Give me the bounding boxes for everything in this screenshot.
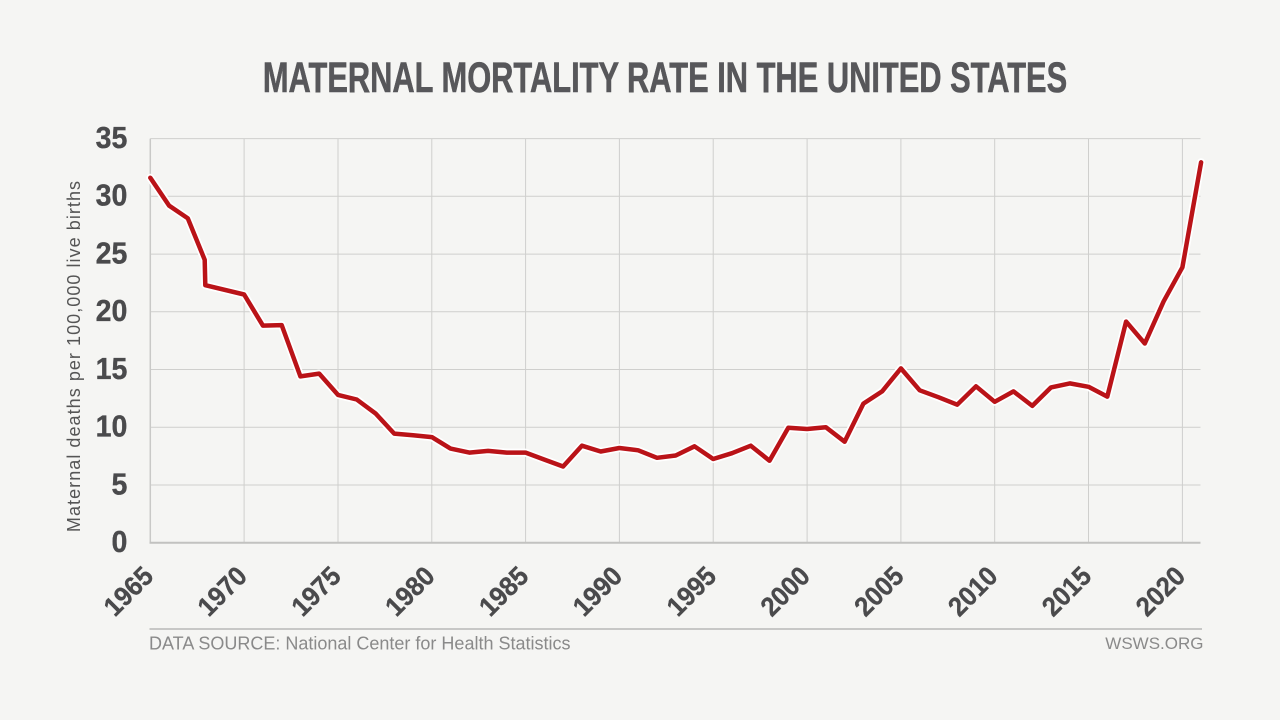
svg-text:WSWS.ORG: WSWS.ORG	[1105, 634, 1203, 653]
svg-text:20: 20	[96, 294, 128, 328]
svg-text:0: 0	[111, 525, 127, 559]
svg-text:15: 15	[96, 352, 128, 386]
svg-text:35: 35	[96, 121, 128, 155]
svg-text:30: 30	[96, 179, 128, 213]
svg-text:Maternal deaths per 100,000 li: Maternal deaths per 100,000 live births	[64, 180, 84, 532]
svg-text:25: 25	[96, 236, 128, 270]
svg-text:5: 5	[111, 467, 127, 501]
svg-text:10: 10	[96, 410, 128, 444]
svg-text:MATERNAL MORTALITY RATE IN THE: MATERNAL MORTALITY RATE IN THE UNITED ST…	[263, 53, 1067, 101]
svg-text:DATA SOURCE: National Center f: DATA SOURCE: National Center for Health …	[149, 634, 570, 654]
